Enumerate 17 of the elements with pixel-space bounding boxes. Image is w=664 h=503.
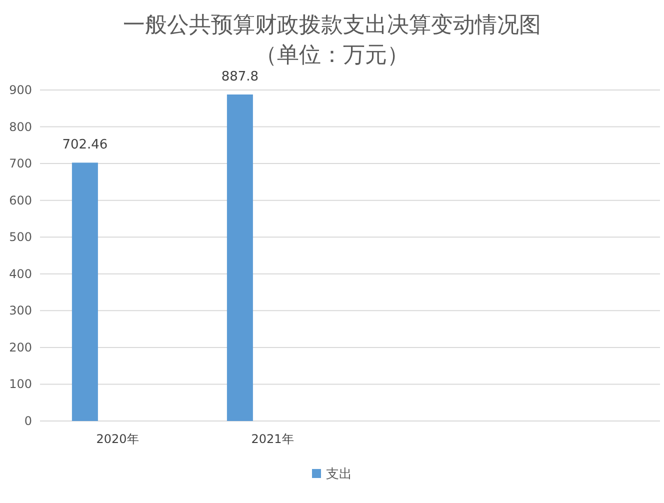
y-tick-label: 600: [9, 193, 32, 208]
data-label: 887.8: [221, 69, 259, 84]
y-tick-label: 700: [9, 156, 32, 171]
data-label: 702.46: [62, 138, 108, 153]
x-tick-label: 2020年: [96, 432, 139, 446]
y-tick-label: 300: [9, 304, 32, 318]
x-tick-label: 2021年: [251, 432, 294, 446]
y-tick-label: 900: [9, 83, 32, 97]
y-tick-label: 400: [9, 266, 32, 281]
legend-label: 支出: [326, 467, 352, 482]
chart-subtitle: （单位：万元）: [255, 43, 409, 68]
y-tick-label: 200: [9, 340, 32, 354]
chart-title: 一般公共预算财政拨款支出决算变动情况图: [123, 13, 541, 38]
y-tick-label: 800: [9, 120, 32, 134]
y-tick-label: 100: [9, 377, 32, 392]
y-tick-label: 0: [24, 414, 32, 428]
y-tick-label: 500: [9, 230, 32, 244]
